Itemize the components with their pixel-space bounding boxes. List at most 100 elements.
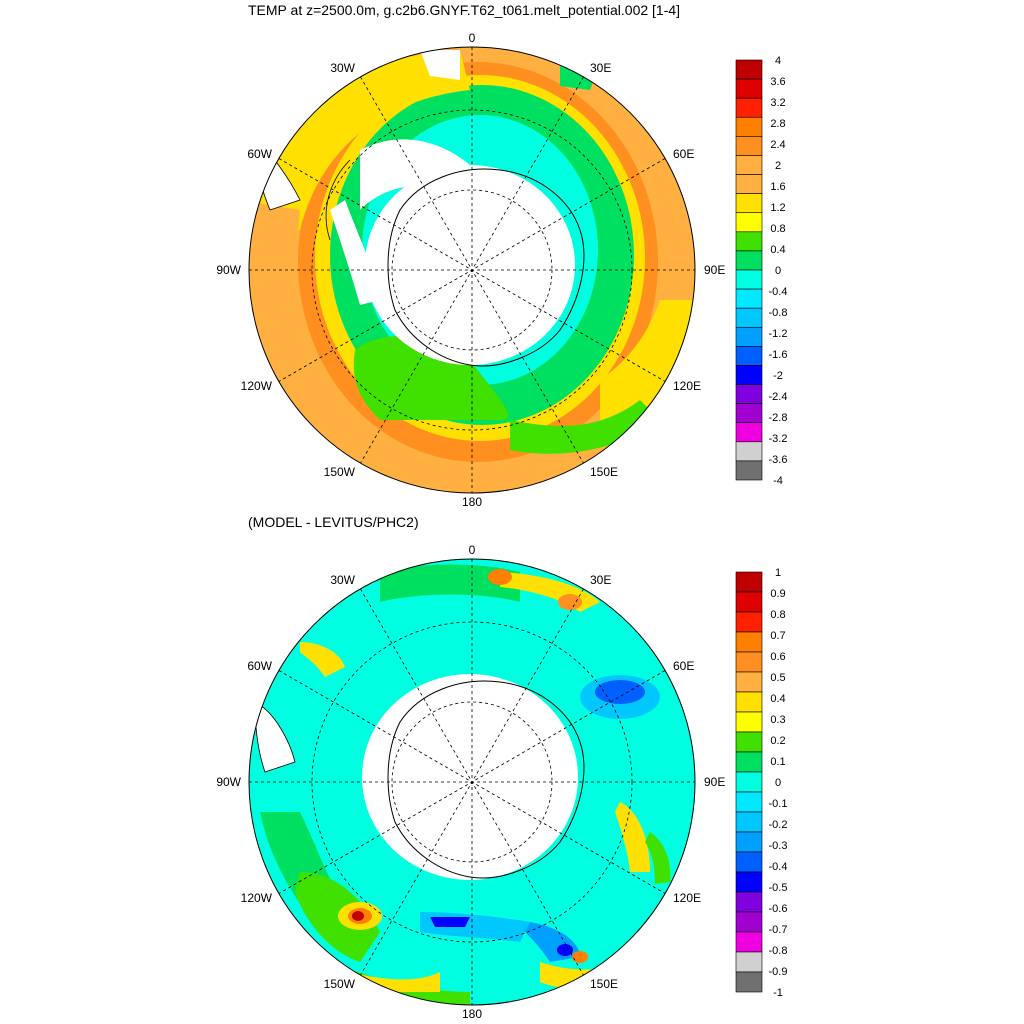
top-colorbar-swatch bbox=[735, 307, 763, 328]
bottom-colorbar-swatch bbox=[735, 771, 763, 793]
top-colorbar-swatch bbox=[735, 384, 763, 404]
top-colorbar-label: 2.4 bbox=[770, 139, 785, 151]
top-colorbar-swatch bbox=[735, 441, 763, 462]
top-colorbar-label: -3.2 bbox=[769, 433, 788, 445]
top-colorbar-label: 1.6 bbox=[770, 181, 785, 193]
top-colorbar-label: -4 bbox=[773, 475, 783, 487]
top-colorbar-swatch bbox=[735, 97, 763, 118]
bottom-colorbar-swatch bbox=[735, 791, 763, 813]
bottom-colorbar-label: -0.1 bbox=[769, 798, 788, 810]
top-colorbar-swatch bbox=[735, 422, 763, 443]
top-colorbar-swatch bbox=[735, 155, 763, 175]
top-colorbar-swatch bbox=[735, 326, 763, 347]
top-colorbar-swatch bbox=[735, 346, 763, 366]
top-colorbar-label: 3.6 bbox=[770, 76, 785, 88]
top-colorbar-swatch bbox=[735, 116, 763, 137]
lon-label-30e: 30E bbox=[590, 573, 611, 587]
bottom-colorbar-label: -0.9 bbox=[769, 966, 788, 978]
top-colorbar-swatch bbox=[735, 403, 763, 424]
lon-label-60w: 60W bbox=[247, 147, 272, 161]
top-colorbar-swatch bbox=[735, 288, 763, 309]
top-colorbar-label: -2.8 bbox=[769, 412, 788, 424]
top-colorbar-label: 3.2 bbox=[770, 97, 785, 109]
top-colorbar-swatch bbox=[735, 269, 763, 290]
bottom-graticule bbox=[249, 559, 695, 1005]
bottom-colorbar-swatch bbox=[735, 571, 763, 593]
top-colorbar-swatch bbox=[735, 231, 763, 252]
bottom-colorbar-label: 0 bbox=[775, 777, 781, 789]
bottom-colorbar-label: 0.8 bbox=[770, 609, 785, 621]
top-map-boundary bbox=[248, 46, 696, 494]
top-colorbar-swatch bbox=[735, 136, 763, 156]
bottom-longitude-labels: 0 30E 60E 90E 120E 150E 180 150W 120W 90… bbox=[216, 543, 725, 1021]
top-colorbar-label: 1.2 bbox=[770, 202, 785, 214]
bottom-colorbar-swatch bbox=[735, 951, 763, 973]
bottom-colorbar-swatch bbox=[735, 671, 763, 693]
bottom-colorbar-label: 0.5 bbox=[770, 672, 785, 684]
top-colorbar-swatch bbox=[735, 193, 763, 214]
top-colorbar-label: 2 bbox=[775, 160, 781, 172]
bottom-colorbar-label: -1 bbox=[773, 987, 783, 999]
lon-label-0: 0 bbox=[469, 543, 476, 557]
lon-label-150w: 150W bbox=[324, 977, 356, 991]
bottom-colorbar-label: 0.4 bbox=[770, 693, 785, 705]
top-colorbar-label: -2 bbox=[773, 370, 783, 382]
top-colorbar-label: -0.4 bbox=[769, 286, 788, 298]
lon-label-60e: 60E bbox=[673, 147, 694, 161]
bottom-colorbar-label: 0.2 bbox=[770, 735, 785, 747]
bottom-colorbar-label: -0.6 bbox=[769, 903, 788, 915]
bottom-colorbar-swatch bbox=[735, 691, 763, 713]
bottom-colorbar-swatch bbox=[735, 831, 763, 853]
top-graticule bbox=[249, 47, 695, 493]
top-polar-map: 0 30E 60E 90E 120E 150E 180 150W 120W 90… bbox=[216, 31, 788, 509]
top-panel-title: TEMP at z=2500.0m, g.c2b6.GNYF.T62_t061.… bbox=[248, 2, 681, 18]
bottom-colorbar-swatch bbox=[735, 871, 763, 893]
top-colorbar-swatch bbox=[735, 365, 763, 385]
bottom-panel-title: (MODEL - LEVITUS/PHC2) bbox=[248, 514, 419, 530]
lon-label-120e: 120E bbox=[673, 891, 701, 905]
bottom-colorbar-swatch bbox=[735, 751, 763, 773]
bottom-colorbar-label: 0.3 bbox=[770, 714, 785, 726]
lon-label-60e: 60E bbox=[673, 659, 694, 673]
bottom-colorbar-swatch bbox=[735, 631, 763, 653]
lon-label-30e: 30E bbox=[590, 61, 611, 75]
lon-label-180: 180 bbox=[462, 495, 482, 509]
lon-label-30w: 30W bbox=[330, 573, 355, 587]
bottom-colorbar: 1 0.9 0.8 0.7 0.6 0.5 0.4 0.3 0.2 0.1 0 -0.1 -0.2 -0.… bbox=[735, 567, 788, 999]
top-colorbar-swatch bbox=[735, 78, 763, 99]
bottom-colorbar-swatch bbox=[735, 851, 763, 873]
bottom-colorbar-swatch bbox=[735, 591, 763, 613]
top-colorbar-swatch bbox=[735, 174, 763, 194]
top-colorbar-label: 2.8 bbox=[770, 118, 785, 130]
lon-label-90w: 90W bbox=[216, 775, 241, 789]
top-colorbar-swatch bbox=[735, 250, 763, 271]
bottom-colorbar-swatch bbox=[735, 731, 763, 753]
lon-label-180: 180 bbox=[462, 1007, 482, 1021]
bottom-colorbar-swatch bbox=[735, 611, 763, 633]
bottom-colorbar-swatch bbox=[735, 891, 763, 913]
lon-label-30w: 30W bbox=[330, 61, 355, 75]
lon-label-120e: 120E bbox=[673, 379, 701, 393]
top-colorbar-label: 0.8 bbox=[770, 223, 785, 235]
lon-label-120w: 120W bbox=[241, 379, 273, 393]
bottom-colorbar-label: 0.6 bbox=[770, 651, 785, 663]
top-colorbar-swatch bbox=[735, 212, 763, 233]
top-colorbar-swatch bbox=[735, 59, 763, 80]
lon-label-150e: 150E bbox=[590, 465, 618, 479]
top-colorbar-label: -2.4 bbox=[769, 391, 788, 403]
bottom-colorbar-label: -0.2 bbox=[769, 819, 788, 831]
bottom-colorbar-swatch bbox=[735, 931, 763, 953]
bottom-map-boundary bbox=[248, 558, 696, 1006]
top-longitude-labels: 0 30E 60E 90E 120E 150E 180 150W 120W 90… bbox=[216, 31, 725, 509]
lon-label-120w: 120W bbox=[241, 891, 273, 905]
bottom-colorbar-label: -0.5 bbox=[769, 882, 788, 894]
lon-label-0: 0 bbox=[469, 31, 476, 45]
top-colorbar-label: 4 bbox=[775, 55, 781, 67]
top-colorbar-label: -1.6 bbox=[769, 349, 788, 361]
top-colorbar-label: 0 bbox=[775, 265, 781, 277]
lon-label-60w: 60W bbox=[247, 659, 272, 673]
top-colorbar-label: 0.4 bbox=[770, 244, 785, 256]
top-colorbar: 4 3.6 3.2 2.8 2.4 2 1.6 1.2 0.8 0.4 0 -0.4 -0.8 -1.2 -… bbox=[735, 55, 788, 487]
bottom-colorbar-label: 0.1 bbox=[770, 756, 785, 768]
lon-label-150e: 150E bbox=[590, 977, 618, 991]
